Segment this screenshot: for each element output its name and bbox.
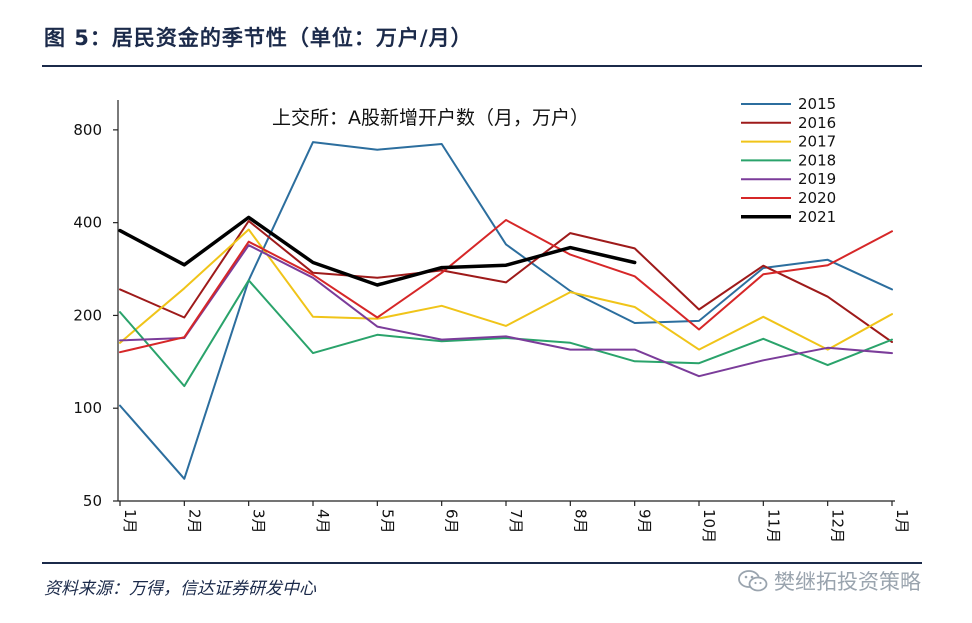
figure-title: 图 5：居民资金的季节性（单位：万户/月）	[44, 26, 473, 50]
legend-label-2016: 2016	[798, 114, 836, 132]
series-line-2019	[119, 244, 893, 378]
legend-label-2019: 2019	[798, 170, 836, 188]
x-tick-label: 7月	[507, 509, 525, 534]
legend-label-2020: 2020	[798, 189, 836, 207]
source-note: 资料来源：万得，信达证券研发中心	[44, 579, 316, 599]
y-tick-label: 400	[73, 214, 102, 232]
watermark-text: 樊继拓投资策略	[774, 570, 921, 594]
legend-label-2021: 2021	[798, 208, 836, 226]
x-tick-label: 5月	[378, 509, 396, 534]
legend-label-2017: 2017	[798, 133, 836, 151]
legend-label-2015: 2015	[798, 95, 836, 113]
series-line-2016	[119, 220, 893, 343]
watermark: 樊继拓投资策略	[738, 566, 921, 596]
chart-axes: 50 100 200 400 800 1月 2月 3月 4月 5月 6月 7月 8月 9月 10月 11月 12…	[73, 100, 911, 543]
legend-label-2018: 2018	[798, 151, 836, 169]
y-tick-label: 800	[73, 121, 102, 139]
wechat-icon	[738, 570, 768, 592]
series-line-2018	[119, 279, 893, 388]
title-divider	[42, 65, 922, 67]
x-tick-label: 1月	[121, 509, 139, 534]
x-tick-label: 6月	[443, 509, 461, 534]
x-tick-label: 12月	[829, 509, 847, 543]
series-line-2020	[119, 219, 893, 354]
series-line-2015	[119, 141, 893, 480]
x-tick-label: 4月	[314, 509, 332, 534]
x-tick-label: 10月	[700, 509, 718, 543]
x-tick-label: 8月	[571, 509, 589, 534]
series-line-2021	[118, 215, 637, 287]
x-tick-label: 2月	[185, 509, 203, 534]
y-tick-label: 100	[73, 399, 102, 417]
x-tick-label: 11月	[764, 509, 782, 543]
y-tick-label: 200	[73, 306, 102, 324]
series-line-2017	[119, 228, 893, 351]
x-tick-label: 9月	[636, 509, 654, 534]
source-divider	[42, 562, 922, 564]
chart-title: 上交所：A股新增开户数（月，万户）	[272, 107, 589, 129]
x-tick-label: 3月	[250, 509, 268, 534]
y-tick-label: 50	[83, 492, 102, 510]
x-tick-label: 1月	[893, 509, 911, 534]
chart-series	[118, 141, 893, 480]
